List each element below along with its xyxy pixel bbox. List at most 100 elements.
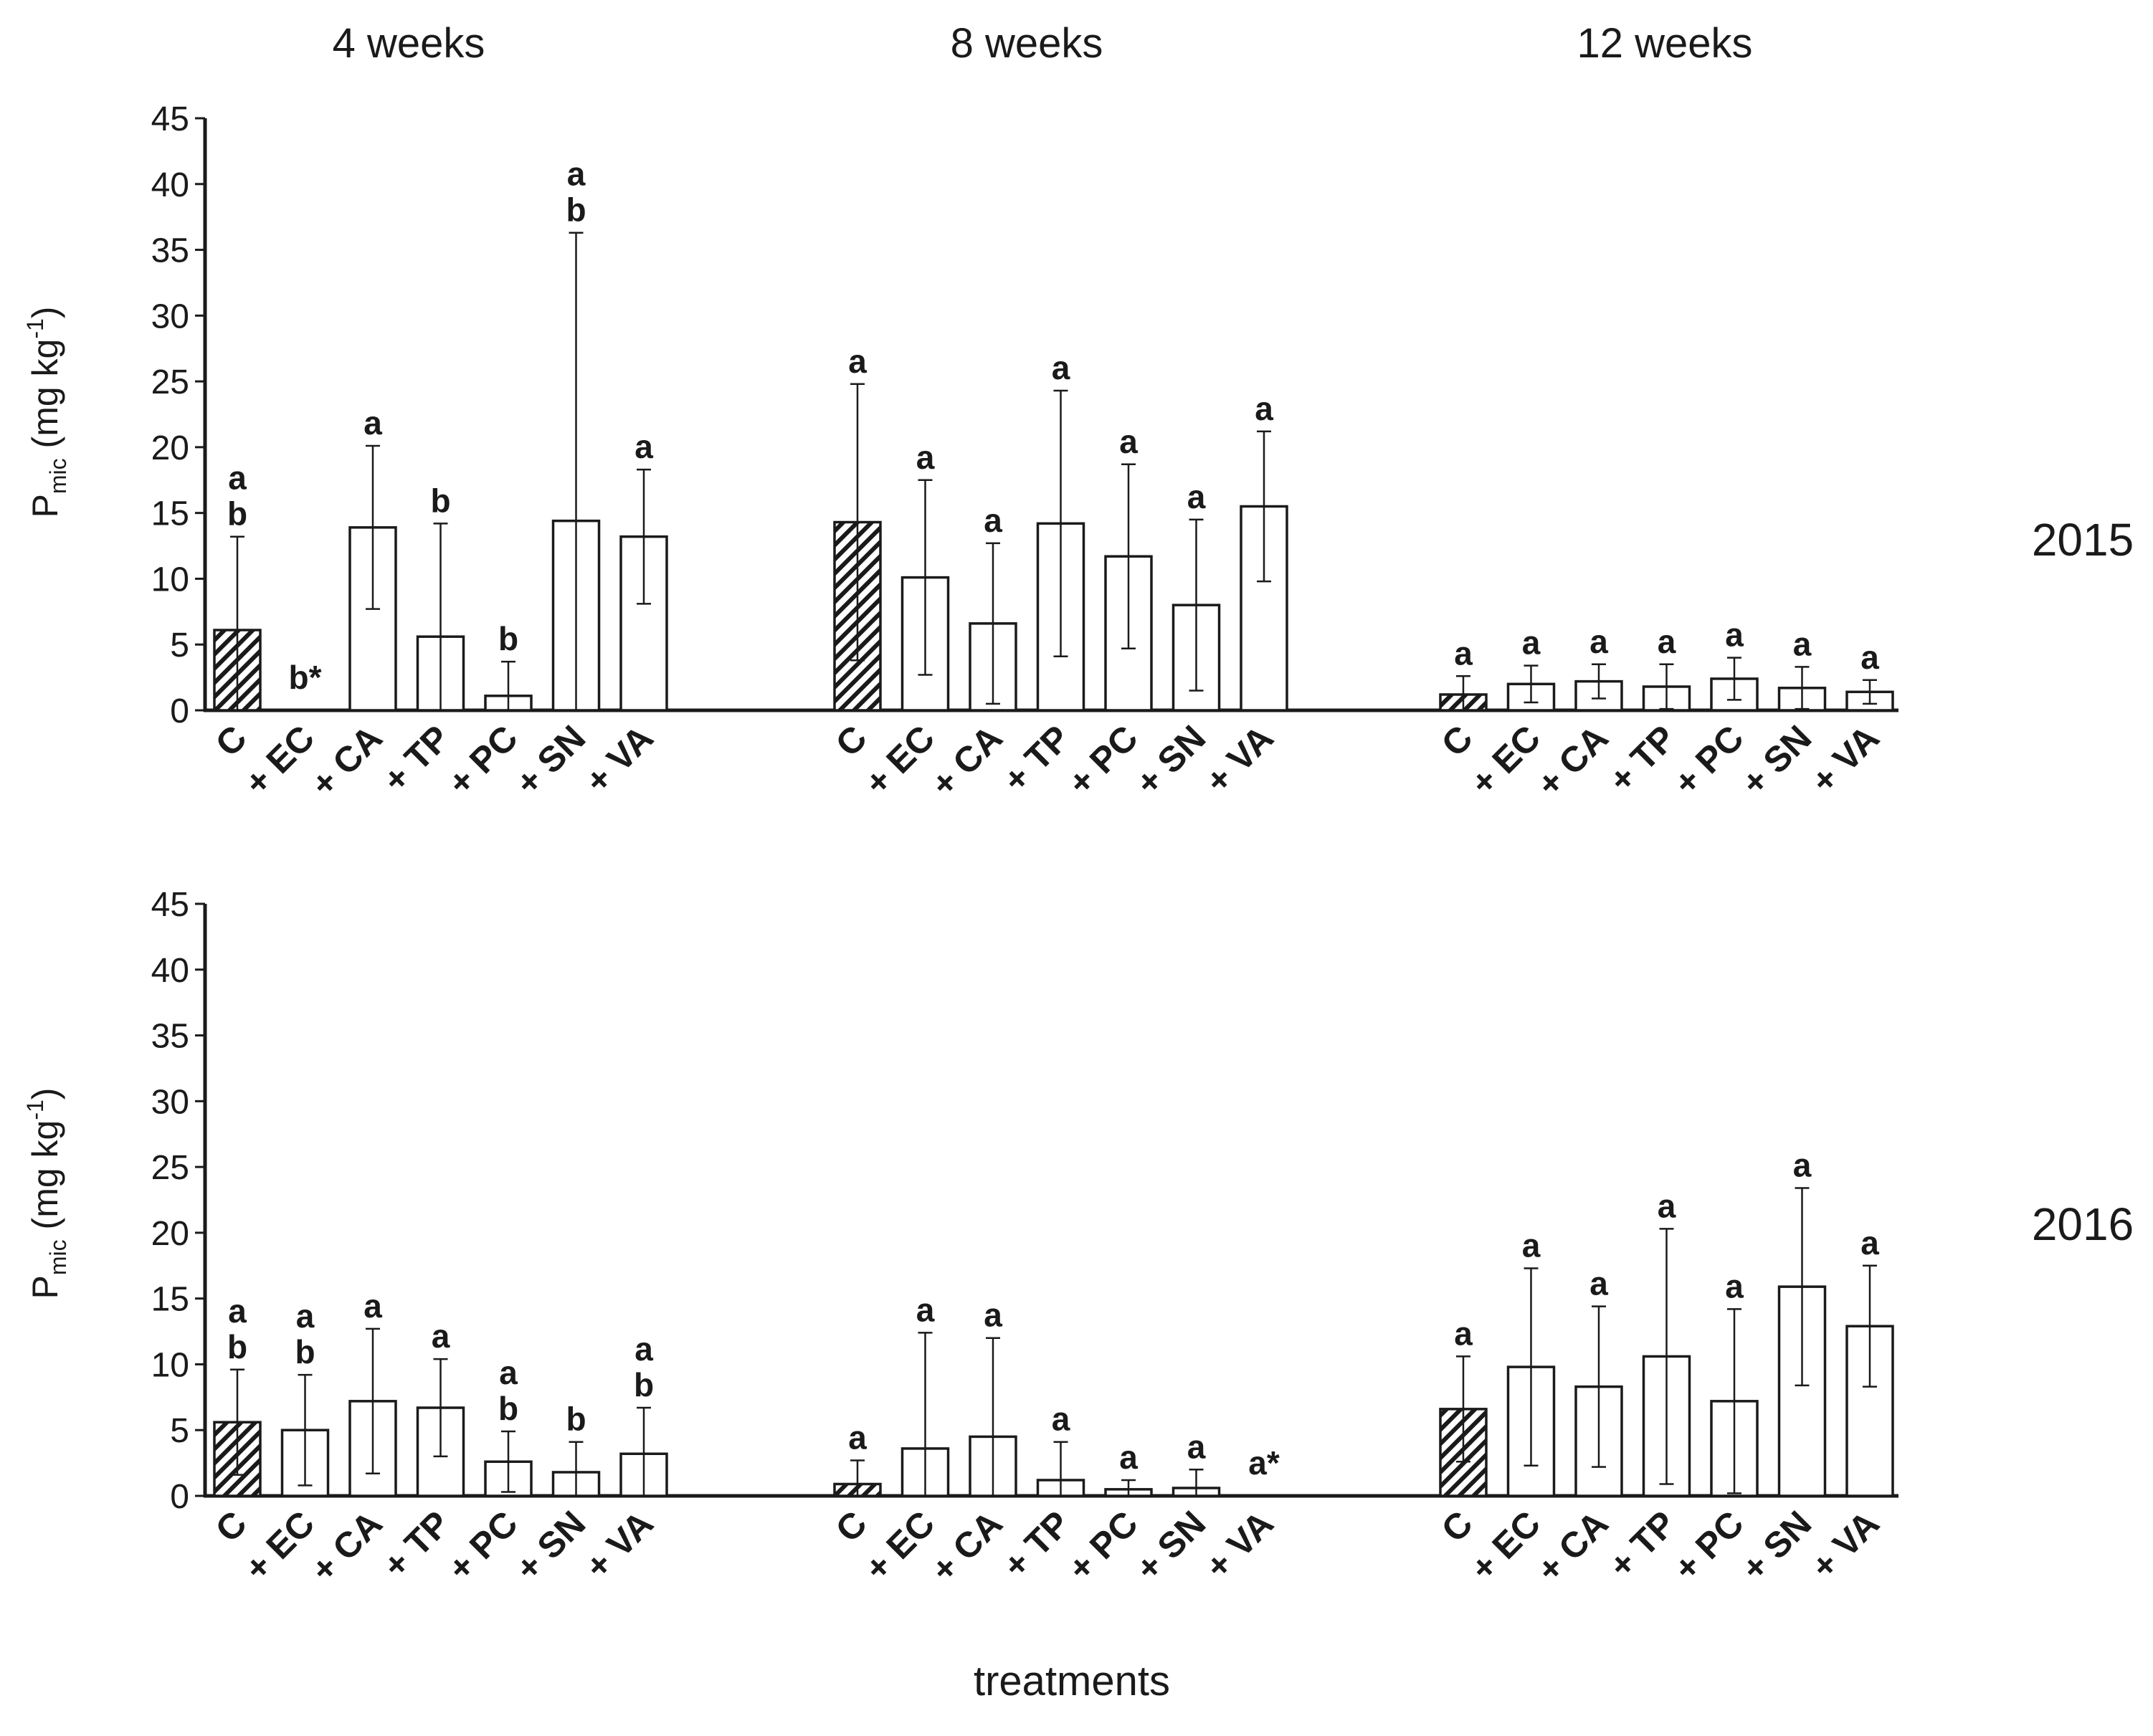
category-label: + VA	[1197, 717, 1281, 801]
panel-2016: Pmic (mg kg-1) 2016 051015202530354045ab…	[22, 886, 2134, 1590]
category-label: + EC	[237, 717, 322, 803]
category-label: + SN	[508, 717, 593, 803]
significance-letter: b	[430, 482, 450, 519]
y-tick-label: 25	[151, 1149, 189, 1187]
significance-letter: a	[1052, 1401, 1070, 1438]
category-label: + TP	[995, 1503, 1078, 1585]
significance-letter: a	[1589, 623, 1608, 660]
significance-letter: a	[1454, 1315, 1473, 1352]
y-tick-label: 45	[151, 886, 189, 924]
category-label: + CA	[303, 1503, 390, 1590]
y-axis-title: Pmic (mg kg-1)	[22, 307, 71, 518]
significance-letter: a	[635, 1330, 653, 1368]
significance-letter: a	[1052, 349, 1070, 386]
category-label: + SN	[1128, 717, 1213, 803]
significance-letter: a	[1255, 390, 1273, 427]
significance-letter: b*	[289, 659, 322, 696]
significance-letter: a	[296, 1297, 315, 1335]
significance-letter: a	[1793, 625, 1812, 662]
significance-letter: a	[363, 404, 382, 442]
category-label: + PC	[1060, 1503, 1146, 1588]
significance-letter: a	[567, 156, 586, 193]
category-label: C	[208, 717, 255, 764]
year-label: 2016	[2032, 1198, 2134, 1250]
significance-letter: a	[1589, 1265, 1608, 1302]
category-label: + TP	[375, 717, 457, 800]
period-label-2: 12 weeks	[1577, 20, 1752, 67]
category-label: + EC	[857, 1503, 942, 1588]
y-tick-label: 30	[151, 1083, 189, 1121]
category-label: C	[828, 717, 875, 764]
category-label: C	[1434, 1503, 1481, 1550]
significance-letter: a*	[1248, 1444, 1280, 1482]
significance-letter: a	[228, 1292, 247, 1330]
significance-letter: a	[1725, 1267, 1744, 1305]
significance-letter: a	[1793, 1146, 1812, 1183]
category-label: C	[828, 1503, 875, 1550]
significance-letter: b	[227, 495, 247, 533]
y-axis-title: Pmic (mg kg-1)	[22, 1088, 71, 1299]
significance-letter: a	[1522, 624, 1541, 662]
category-label: + PC	[440, 1503, 526, 1588]
category-label: + EC	[1463, 1503, 1548, 1588]
category-label: + EC	[1463, 717, 1548, 803]
significance-letter: b	[295, 1333, 315, 1370]
category-label: + CA	[923, 1503, 1010, 1590]
category-label: + CA	[923, 717, 1010, 804]
category-label: + TP	[995, 717, 1078, 800]
significance-letter: a	[1119, 423, 1138, 460]
significance-letter: a	[1119, 1439, 1138, 1476]
y-tick-label: 30	[151, 297, 189, 335]
significance-letter: a	[1860, 639, 1879, 676]
significance-letter: a	[228, 459, 247, 497]
significance-letter: a	[363, 1287, 382, 1325]
significance-letter: a	[984, 1297, 1002, 1334]
significance-letter: a	[432, 1317, 450, 1355]
y-tick-label: 20	[151, 429, 189, 467]
category-label: + PC	[1666, 1503, 1752, 1588]
x-axis-title: treatments	[974, 1658, 1170, 1704]
y-tick-label: 20	[151, 1215, 189, 1253]
significance-letter: b	[227, 1328, 247, 1365]
significance-letter: b	[498, 620, 518, 657]
category-label: + PC	[1060, 717, 1146, 803]
significance-letter: a	[635, 428, 653, 465]
significance-letter: a	[1454, 634, 1473, 672]
y-tick-label: 10	[151, 561, 189, 598]
significance-letter: b	[566, 191, 586, 229]
significance-letter: b	[566, 1401, 586, 1438]
significance-letter: a	[1658, 1187, 1676, 1224]
significance-letter: a	[1658, 623, 1676, 660]
category-label: C	[1434, 717, 1481, 764]
y-tick-label: 0	[170, 1478, 189, 1516]
y-tick-label: 0	[170, 692, 189, 730]
category-label: + VA	[1803, 717, 1887, 801]
significance-letter: b	[498, 1390, 518, 1427]
y-tick-label: 40	[151, 166, 189, 204]
year-label: 2015	[2032, 514, 2134, 566]
y-tick-label: 25	[151, 363, 189, 401]
category-label: + CA	[1529, 717, 1616, 804]
category-label: + VA	[1197, 1503, 1281, 1587]
category-label: + PC	[440, 717, 526, 803]
category-label: + SN	[1734, 717, 1819, 803]
category-label: + PC	[1666, 717, 1752, 803]
category-label: + EC	[237, 1503, 322, 1588]
significance-letter: a	[848, 343, 867, 380]
category-label: + CA	[303, 717, 390, 804]
y-tick-label: 35	[151, 232, 189, 270]
significance-letter: a	[1725, 616, 1744, 654]
category-label: + EC	[857, 717, 942, 803]
category-label: C	[208, 1503, 255, 1550]
category-label: + TP	[1601, 717, 1683, 800]
panel-2015: Pmic (mg kg-1) 2015 051015202530354045ab…	[22, 100, 2134, 804]
y-tick-label: 35	[151, 1018, 189, 1056]
y-tick-label: 10	[151, 1346, 189, 1384]
category-label: + VA	[577, 1503, 661, 1587]
y-tick-label: 5	[170, 1412, 189, 1450]
period-label-1: 8 weeks	[951, 20, 1103, 67]
significance-letter: a	[1187, 478, 1206, 515]
significance-letter: a	[499, 1354, 518, 1391]
category-label: + SN	[1734, 1503, 1819, 1588]
category-label: + CA	[1529, 1503, 1616, 1590]
